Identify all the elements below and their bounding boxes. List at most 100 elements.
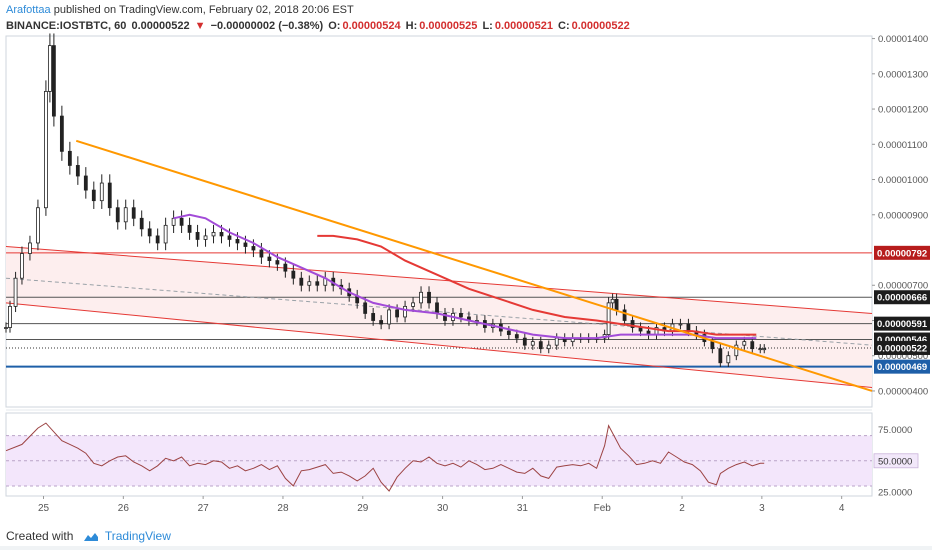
publish-info: published on TradingView.com, February 0… (53, 4, 354, 16)
candle-body (67, 150, 72, 166)
candle-body (750, 341, 755, 350)
candle-body (630, 320, 635, 328)
candle-body (411, 302, 415, 307)
x-axis-tick-label: 3 (759, 503, 765, 514)
candle-body (718, 348, 723, 364)
candle-body (28, 242, 32, 254)
footer: Created with TradingView (6, 526, 171, 546)
high-label: H: (405, 20, 418, 32)
candle-body (195, 231, 200, 240)
x-axis-tick-label: 27 (198, 503, 210, 514)
y-axis-tick-label: 0.00001000 (878, 175, 928, 186)
x-axis-tick-label: Feb (594, 503, 612, 514)
rsi-line (5, 422, 765, 492)
candle-body (678, 323, 683, 326)
candle-body (8, 305, 12, 328)
price-label-badge (874, 245, 930, 260)
candle-body (36, 207, 40, 244)
candle-body (47, 45, 52, 92)
x-axis-tick-label: 2 (679, 503, 685, 514)
low-value: 0.00000521 (494, 20, 553, 32)
price-label-text: 0.00000591 (877, 319, 928, 330)
candle-body (762, 348, 767, 351)
open-value: 0.00000524 (342, 20, 401, 32)
candle-body (758, 348, 763, 351)
candle-body (91, 189, 96, 202)
rsi-value-badge (873, 453, 919, 469)
candle-body (427, 291, 431, 304)
moving-average-purple-line (173, 213, 757, 340)
candle-body (283, 263, 288, 272)
descending-trendline[interactable] (75, 139, 873, 392)
x-axis-tick-label: 30 (437, 503, 449, 514)
candle-body (51, 45, 56, 117)
candle-body (387, 309, 392, 325)
candle-body (171, 217, 176, 226)
candle-body (107, 182, 112, 209)
y-axis-tick-label: 0.00001100 (878, 140, 928, 151)
close-label: C: (558, 20, 570, 32)
candle-body (506, 330, 511, 335)
candle-body (606, 302, 611, 335)
symbol-label[interactable]: BINANCE:IOSTBTC, 60 (6, 20, 127, 32)
open-label: O: (328, 20, 341, 32)
rsi-y-tick-label: 75.0000 (878, 425, 912, 436)
candle-body (115, 207, 120, 223)
created-with-label: Created with (6, 529, 74, 543)
y-axis-tick-label: 0.00001400 (878, 34, 928, 45)
close-value: 0.00000522 (571, 20, 630, 32)
x-axis-tick-label: 31 (517, 503, 529, 514)
candle-body (734, 344, 739, 357)
candle-body (403, 305, 407, 318)
candle-body (219, 231, 224, 237)
candle-body (710, 341, 715, 350)
candle-body (371, 313, 376, 321)
price-label-text: 0.00000546 (877, 335, 927, 346)
x-axis-tick-label: 29 (357, 503, 369, 514)
candle-body (522, 337, 527, 346)
candle-body (83, 175, 88, 191)
candle-body (267, 256, 272, 261)
candle-body (187, 224, 192, 233)
ohlc-line: BINANCE:IOSTBTC, 60 0.00000522 ▼ −0.0000… (6, 18, 926, 34)
moving-average-red-line (317, 234, 757, 336)
candle-body (131, 207, 136, 219)
x-axis-tick-label: 28 (277, 503, 289, 514)
y-axis-tick-label: 0.00000500 (878, 351, 928, 362)
channel-lower-line (5, 302, 873, 388)
candle-body (726, 355, 731, 364)
x-axis-tick-label: 26 (118, 503, 130, 514)
price-change: −0.00000002 (−0.38%) (210, 20, 324, 32)
y-axis-tick-label: 0.00001200 (878, 105, 928, 116)
candle-body (514, 334, 519, 339)
bottom-bar (0, 546, 932, 550)
candle-body (155, 235, 160, 244)
candle-body (139, 217, 144, 230)
candle-body (227, 235, 232, 240)
y-axis-tick-label: 0.00000700 (878, 281, 928, 292)
candle-body (235, 239, 240, 244)
price-label-text: 0.00000792 (877, 248, 927, 259)
price-label-badge (874, 316, 930, 331)
y-axis-tick-label: 0.00000900 (878, 210, 928, 221)
candle-body (211, 231, 216, 237)
author-link[interactable]: Arafottaa (6, 4, 51, 16)
tradingview-brand[interactable]: TradingView (104, 529, 171, 543)
price-label-text: 0.00000522 (877, 343, 927, 354)
channel-upper-line (5, 245, 873, 314)
publish-line: Arafottaa published on TradingView.com, … (6, 2, 926, 18)
candle-body (686, 323, 691, 332)
high-value: 0.00000525 (419, 20, 478, 32)
candle-body (419, 291, 423, 304)
price-label-badge (874, 340, 930, 355)
y-axis-tick-label: 0.00000400 (878, 386, 928, 397)
candle-body (459, 313, 463, 318)
candle-body (99, 182, 104, 202)
candle-body (443, 313, 447, 321)
candle-body (163, 224, 168, 244)
candle-body (742, 341, 747, 346)
tradingview-logo-icon (83, 532, 98, 541)
rsi-y-tick-label: 25.0000 (878, 488, 912, 499)
last-price: 0.00000522 (131, 20, 190, 32)
